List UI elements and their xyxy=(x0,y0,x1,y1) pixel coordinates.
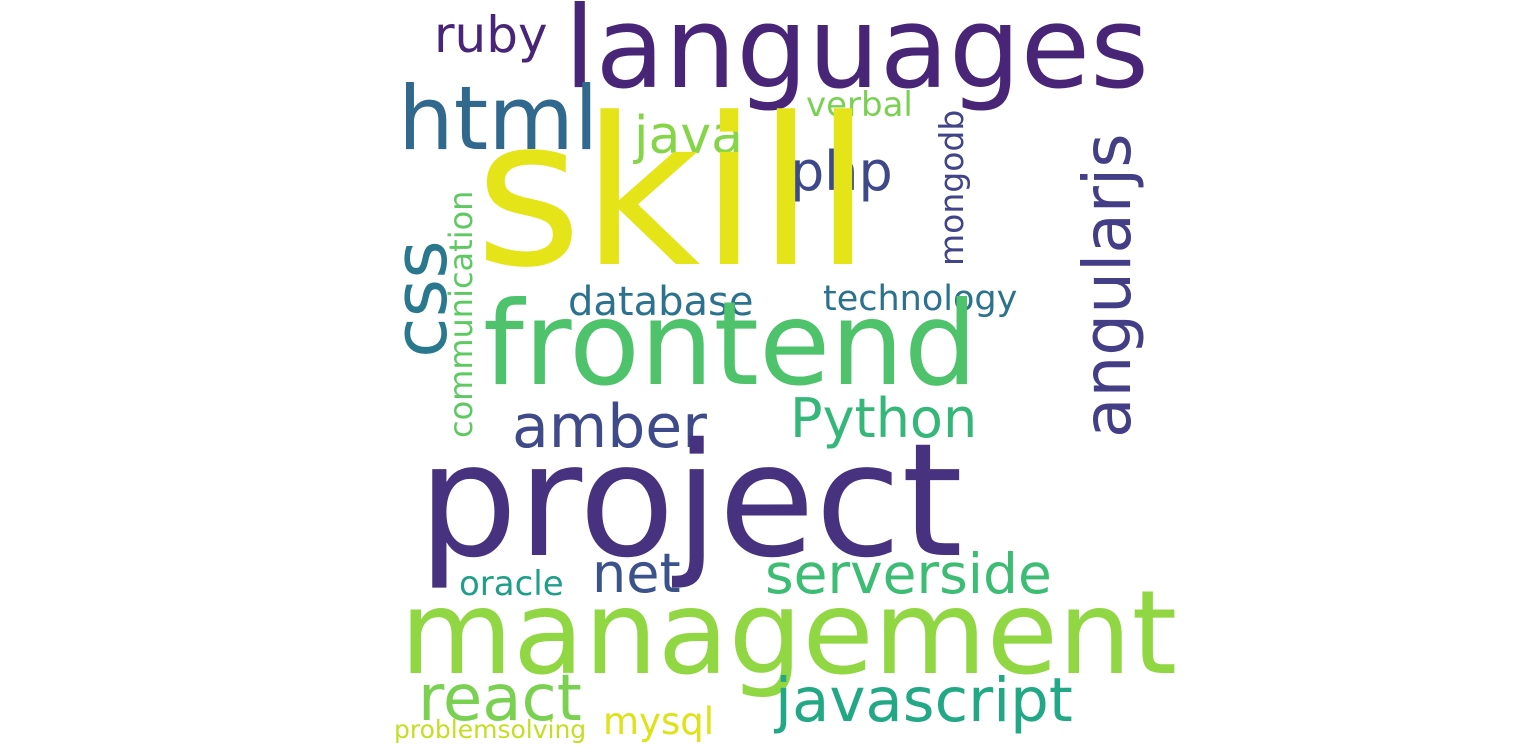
word-net: net xyxy=(592,542,681,605)
word-communication: communication xyxy=(442,190,480,438)
word-javascript: javascript xyxy=(775,665,1073,736)
word-frontend: frontend xyxy=(483,277,978,412)
word-Python: Python xyxy=(790,387,978,450)
word-angularjs: angularjs xyxy=(1069,133,1146,438)
word-java: java xyxy=(634,106,743,166)
word-database: database xyxy=(568,279,754,325)
word-management: management xyxy=(400,566,1178,701)
word-technology: technology xyxy=(823,279,1018,319)
word-ruby: ruby xyxy=(434,6,548,64)
word-languages: languages xyxy=(564,0,1149,114)
word-react: react xyxy=(418,662,582,736)
word-oracle: oracle xyxy=(459,564,564,604)
word-mongodb: mongodb xyxy=(932,109,971,266)
word-problemsolving: problemsolving xyxy=(394,715,587,744)
word-verbal: verbal xyxy=(806,85,913,125)
word-skill: skill xyxy=(475,75,872,313)
word-amber: amber xyxy=(512,392,707,462)
word-serverside: serverside xyxy=(765,542,1052,606)
word-php: php xyxy=(790,140,893,203)
word-html: html xyxy=(398,67,599,170)
word-mysql: mysql xyxy=(603,700,714,743)
word-project: project xyxy=(418,410,963,593)
